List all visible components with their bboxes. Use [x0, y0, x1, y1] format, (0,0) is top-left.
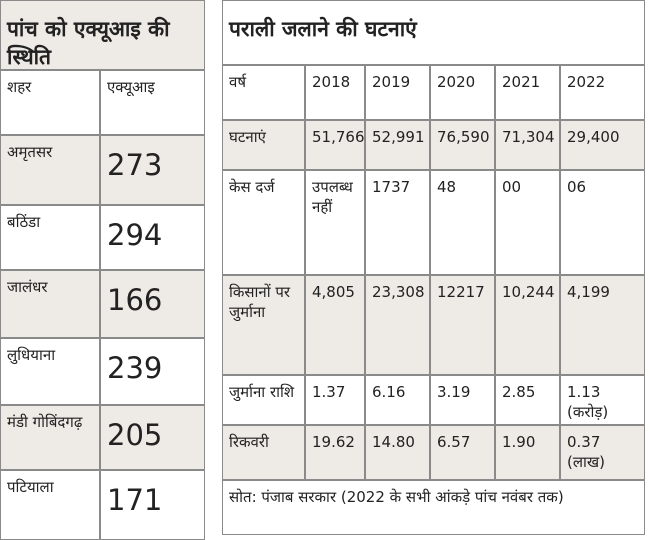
header-cell: 2018 — [305, 65, 365, 120]
data-cell: 52,991 — [365, 120, 430, 170]
city-name: बठिंडा — [0, 205, 100, 270]
header-cell: 2020 — [430, 65, 495, 120]
row-label: केस दर्ज — [222, 170, 305, 275]
data-cell: 19.62 — [305, 425, 365, 480]
data-cell: उपलब्ध नहीं — [305, 170, 365, 275]
data-cell: 14.80 — [365, 425, 430, 480]
data-cell: 1737 — [365, 170, 430, 275]
aqi-value: 273 — [100, 135, 205, 205]
header-cell: एक्यूआइ — [100, 70, 205, 135]
source-note: सोत: पंजाब सरकार (2022 के सभी आंकड़े पां… — [222, 480, 645, 535]
data-cell: 00 — [495, 170, 560, 275]
aqi-value: 166 — [100, 270, 205, 338]
city-name: अमृतसर — [0, 135, 100, 205]
header-cell: 2021 — [495, 65, 560, 120]
aqi-value: 205 — [100, 405, 205, 470]
data-cell: 1.37 — [305, 375, 365, 425]
header-cell: शहर — [0, 70, 100, 135]
header-cell: वर्ष — [222, 65, 305, 120]
data-cell: 06 — [560, 170, 645, 275]
data-cell: 6.16 — [365, 375, 430, 425]
header-cell: 2022 — [560, 65, 645, 120]
data-cell: 29,400 — [560, 120, 645, 170]
city-name: मंडी गोबिंदगढ़ — [0, 405, 100, 470]
data-cell: 2.85 — [495, 375, 560, 425]
data-cell: 51,766 — [305, 120, 365, 170]
data-cell: 6.57 — [430, 425, 495, 480]
row-label: घटनाएं — [222, 120, 305, 170]
data-cell: 4,805 — [305, 275, 365, 375]
aqi-value: 294 — [100, 205, 205, 270]
table-title: पांच को एक्यूआइ की स्थिति — [0, 0, 205, 70]
data-cell: 0.37 (लाख) — [560, 425, 645, 480]
data-cell: 4,199 — [560, 275, 645, 375]
row-label: जुर्माना राशि — [222, 375, 305, 425]
data-cell: 71,304 — [495, 120, 560, 170]
data-cell: 48 — [430, 170, 495, 275]
city-name: जालंधर — [0, 270, 100, 338]
data-cell: 76,590 — [430, 120, 495, 170]
aqi-value: 239 — [100, 338, 205, 405]
data-cell: 23,308 — [365, 275, 430, 375]
data-cell: 1.90 — [495, 425, 560, 480]
row-label: रिकवरी — [222, 425, 305, 480]
table-title: पराली जलाने की घटनाएं — [222, 0, 645, 65]
data-cell: 12217 — [430, 275, 495, 375]
aqi-value: 171 — [100, 470, 205, 540]
row-label: किसानों पर जुर्माना — [222, 275, 305, 375]
data-cell: 10,244 — [495, 275, 560, 375]
data-cell: 3.19 — [430, 375, 495, 425]
header-cell: 2019 — [365, 65, 430, 120]
city-name: पटियाला — [0, 470, 100, 540]
data-cell: 1.13 (करोड़) — [560, 375, 645, 425]
city-name: लुधियाना — [0, 338, 100, 405]
